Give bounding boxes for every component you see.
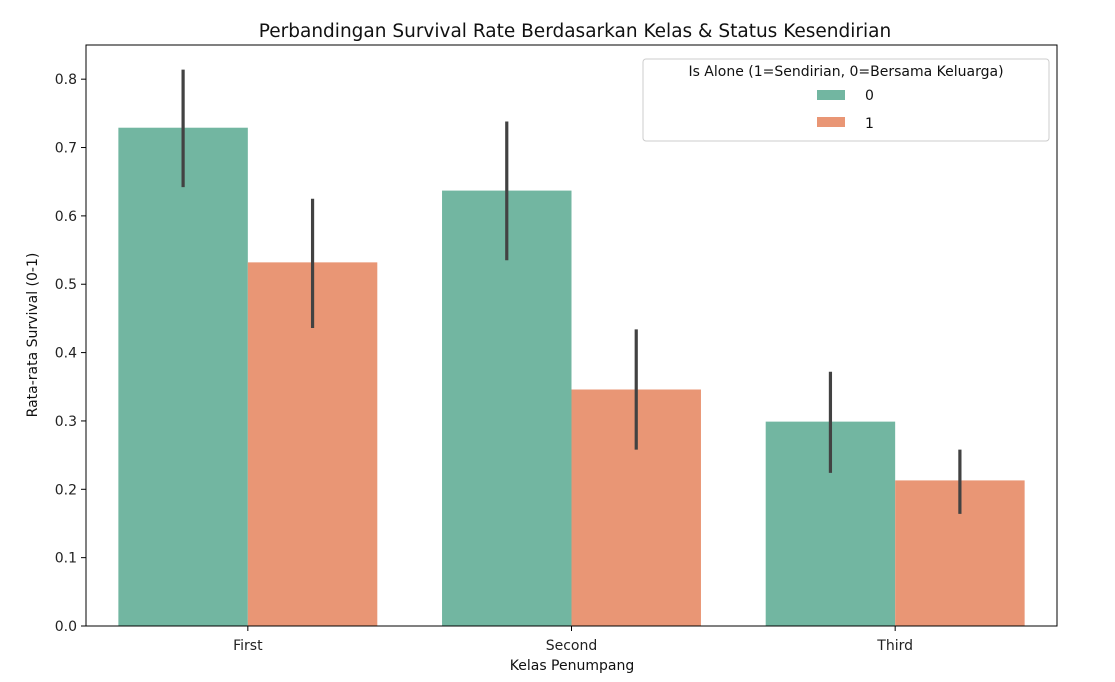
y-tick-label: 0.8 — [55, 72, 77, 88]
y-axis: 0.0 0.1 0.2 0.3 0.4 0.5 0.6 0.7 0.8 — [55, 72, 86, 635]
legend-box — [642, 58, 1050, 142]
error-bars-group — [181, 69, 962, 514]
legend-swatch-1 — [817, 117, 845, 127]
y-tick-label: 0.6 — [55, 209, 77, 225]
y-tick-label: 0.7 — [55, 141, 77, 157]
bars-group — [118, 127, 1025, 626]
y-axis-label: Rata-rata Survival (0-1) — [25, 253, 41, 418]
legend-label-1: 1 — [865, 116, 874, 132]
x-tick-label-third: Third — [876, 638, 913, 654]
legend-label-0: 0 — [865, 88, 874, 104]
y-tick-label: 0.4 — [55, 346, 77, 362]
legend-title: Is Alone (1=Sendirian, 0=Bersama Keluarg… — [688, 64, 1003, 80]
bar-second-series-0 — [442, 190, 572, 626]
y-tick-label: 0.1 — [55, 551, 77, 567]
y-tick-label: 0.0 — [55, 619, 77, 635]
y-tick-label: 0.2 — [55, 482, 77, 498]
x-tick-label-second: Second — [546, 638, 598, 654]
chart-title: Perbandingan Survival Rate Berdasarkan K… — [259, 21, 891, 42]
bar-first-series-0 — [118, 127, 248, 626]
x-axis: First Second Third — [233, 626, 913, 654]
y-tick-label: 0.5 — [55, 277, 77, 293]
legend-swatch-0 — [817, 90, 845, 100]
legend: Is Alone (1=Sendirian, 0=Bersama Keluarg… — [642, 58, 1050, 142]
x-tick-label-first: First — [233, 638, 263, 654]
y-tick-label: 0.3 — [55, 414, 77, 430]
x-axis-label: Kelas Penumpang — [510, 658, 634, 674]
